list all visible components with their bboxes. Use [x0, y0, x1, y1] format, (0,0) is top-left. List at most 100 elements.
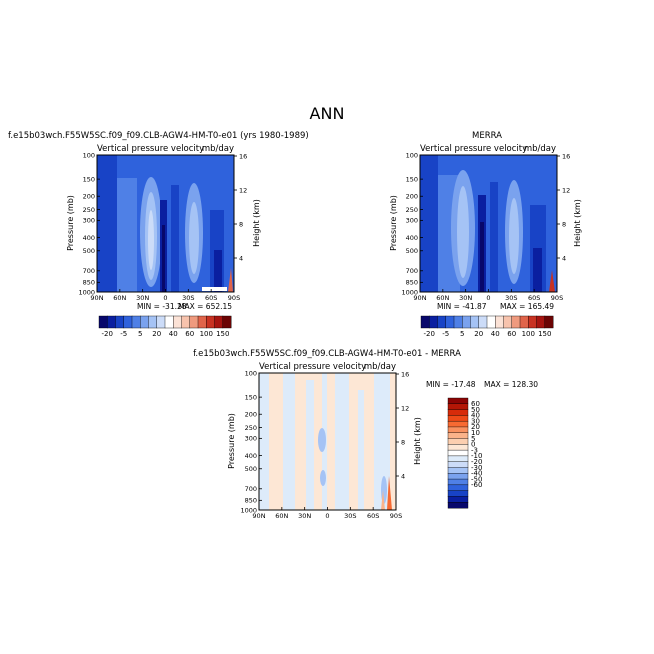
merra-y-axis-label: Pressure (mb) — [389, 195, 398, 251]
y-tick-label: 200 — [83, 193, 95, 201]
colorbar-label: -10 — [471, 452, 482, 460]
height-tick-label: 4 — [401, 472, 405, 480]
merra-max-label: MAX = 165.49 — [500, 302, 554, 311]
x-tick-label: 90N — [90, 294, 103, 302]
height-tick-label: 8 — [401, 438, 405, 446]
x-tick-label: 30N — [136, 294, 149, 302]
colorbar-label: -50 — [471, 475, 482, 483]
x-tick-label: 90S — [228, 294, 240, 302]
colorbar-label: 60 — [185, 330, 194, 338]
y-tick-label: 150 — [245, 393, 257, 401]
model-left-subtitle: Vertical pressure velocity — [97, 144, 204, 154]
colorbar-label: -40 — [471, 470, 482, 478]
colorbar-swatch — [447, 455, 469, 463]
colorbar-swatch — [206, 315, 215, 329]
merra-min-label: MIN = -41.87 — [437, 302, 487, 311]
merra-panel: MERRA Vertical pressure velocity mb/day … — [389, 131, 582, 338]
y-tick-label: 500 — [83, 247, 95, 255]
colorbar-swatch — [470, 315, 480, 329]
colorbar-swatch — [447, 420, 469, 428]
colorbar-swatch — [544, 315, 554, 329]
y-tick-label: 700 — [245, 485, 257, 493]
x-tick-label: 30S — [182, 294, 194, 302]
height-tick-label: 12 — [239, 186, 247, 194]
height-tick-label: 16 — [401, 370, 409, 378]
colorbar-swatch — [164, 315, 174, 329]
x-tick-label: 0 — [325, 512, 329, 520]
x-tick-label: 60N — [436, 294, 449, 302]
x-tick-label: 0 — [486, 294, 490, 302]
colorbar-label: 20 — [152, 330, 161, 338]
colorbar-swatch — [447, 484, 469, 492]
colorbar-swatch — [420, 315, 430, 329]
difference-panel-title: f.e15b03wch.F55W5SC.f09_f09.CLB-AGW4-HM-… — [193, 349, 461, 359]
y-tick-label: 200 — [245, 411, 257, 419]
x-tick-label: 90N — [252, 512, 265, 520]
model-panel-title: f.e15b03wch.F55W5SC.f09_f09.CLB-AGW4-HM-… — [8, 131, 309, 141]
colorbar-swatch — [447, 426, 469, 434]
colorbar-swatch — [447, 502, 469, 509]
y-tick-label: 400 — [245, 452, 257, 460]
x-tick-label: 30N — [298, 512, 311, 520]
colorbar-swatch — [462, 315, 471, 329]
y-tick-label: 1000 — [240, 506, 257, 514]
model-panel: f.e15b03wch.F55W5SC.f09_f09.CLB-AGW4-HM-… — [8, 131, 309, 338]
colorbar-label: 50 — [471, 406, 480, 414]
x-tick-label: 0 — [163, 294, 167, 302]
y-tick-label: 850 — [245, 497, 257, 505]
colorbar-swatch — [214, 315, 224, 329]
merra-right-subtitle: mb/day — [524, 144, 556, 154]
colorbar-swatch — [447, 403, 469, 410]
model-height-ticks: 16 12 8 4 — [234, 152, 247, 262]
height-tick-label: 16 — [562, 152, 570, 160]
colorbar-swatch — [148, 315, 158, 329]
merra-plot-area — [419, 154, 558, 293]
x-tick-label: 90S — [551, 294, 563, 302]
y-tick-label: 700 — [406, 267, 418, 275]
height-tick-label: 12 — [401, 404, 409, 412]
x-tick-label: 30S — [505, 294, 517, 302]
colorbar-label: 5 — [471, 435, 475, 443]
colorbar-label: 150 — [538, 330, 551, 338]
colorbar-label: 0 — [471, 441, 475, 449]
colorbar-label: 30 — [471, 417, 480, 425]
colorbar-label: 40 — [169, 330, 178, 338]
colorbar-swatch — [519, 315, 529, 329]
model-max-label: MAX = 652.15 — [178, 302, 232, 311]
y-tick-label: 150 — [83, 175, 95, 183]
y-tick-label: 250 — [406, 206, 418, 214]
merra-colorbar: -20 -5 5 20 40 60 100 150 — [420, 315, 554, 338]
y-tick-label: 200 — [406, 193, 418, 201]
colorbar-label: -30 — [471, 464, 482, 472]
colorbar-label: -5 — [442, 330, 449, 338]
merra-x-ticks: 90N 60N 30N 0 30S 60S 90S — [413, 289, 563, 302]
difference-min-label: MIN = -17.48 — [426, 380, 476, 389]
colorbar-swatch — [173, 315, 182, 329]
colorbar-label: 20 — [471, 423, 480, 431]
model-right-subtitle: mb/day — [202, 144, 234, 154]
colorbar-swatch — [123, 315, 133, 329]
colorbar-swatch — [447, 467, 469, 474]
height-tick-label: 16 — [239, 152, 247, 160]
x-tick-label: 60N — [113, 294, 126, 302]
colorbar-swatch — [447, 438, 469, 445]
merra-panel-title: MERRA — [472, 131, 502, 141]
colorbar-swatch — [447, 397, 469, 405]
colorbar-label: 100 — [522, 330, 535, 338]
colorbar-swatch — [447, 490, 469, 497]
x-tick-label: 90N — [413, 294, 426, 302]
figure-title: ANN — [310, 104, 345, 123]
colorbar-swatch — [447, 409, 469, 416]
colorbar-swatch — [486, 315, 496, 329]
y-tick-label: 300 — [245, 435, 257, 443]
colorbar-swatch — [115, 315, 125, 329]
y-tick-label: 150 — [406, 175, 418, 183]
colorbar-label: -20 — [102, 330, 113, 338]
y-tick-label: 400 — [83, 234, 95, 242]
height-tick-label: 12 — [562, 186, 570, 194]
colorbar-label: 40 — [471, 412, 480, 420]
x-tick-label: 60S — [367, 512, 379, 520]
